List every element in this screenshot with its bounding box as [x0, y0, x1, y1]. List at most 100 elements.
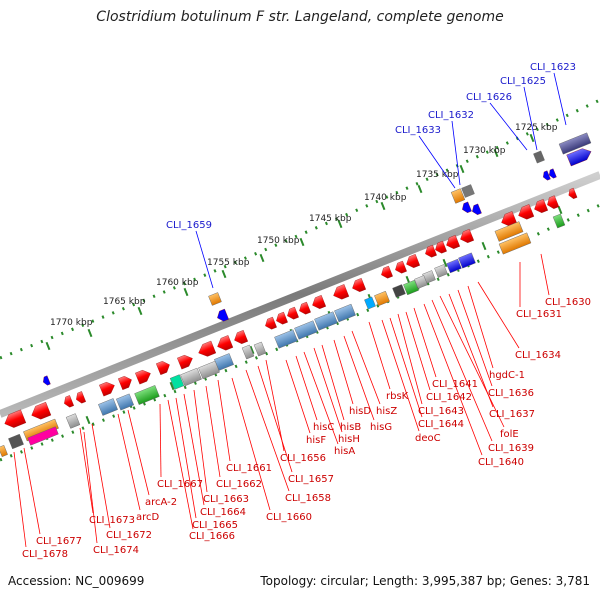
leader-line	[285, 359, 311, 434]
gene-box	[450, 188, 466, 204]
gene-label-red: CLI_1631	[516, 309, 562, 320]
leader-line	[245, 369, 290, 492]
gene-arrow-red	[99, 382, 115, 397]
gene-label-red: hisF	[306, 435, 326, 446]
leader-line	[418, 135, 456, 189]
gene-box	[274, 329, 298, 349]
gene-arrow-red	[534, 198, 549, 213]
gene-arrow-red	[395, 260, 407, 274]
gene-label-red: CLI_1661	[226, 463, 272, 474]
gene-box	[180, 367, 202, 387]
gene-box	[334, 303, 356, 323]
leader-line	[321, 344, 345, 421]
gene-arrow-red	[406, 253, 421, 268]
tick-label: 1750 kbp	[257, 236, 300, 246]
leader-line	[79, 427, 94, 514]
leader-line	[159, 403, 162, 478]
gene-label-red: CLI_1634	[515, 350, 561, 361]
gene-arrow-red	[64, 395, 74, 408]
gene-box	[458, 252, 476, 269]
tick-mark	[221, 269, 227, 279]
gene-label-red: CLI_1637	[489, 409, 535, 420]
leader-line	[183, 393, 205, 506]
tick-tracks	[0, 98, 600, 462]
gene-label-blue: CLI_1633	[395, 125, 441, 136]
tick-mark	[493, 148, 499, 158]
gene-label-red: CLI_1644	[418, 419, 464, 430]
leader-line	[167, 399, 194, 530]
tick-mark	[442, 258, 448, 268]
gene-label-red: CLI_1663	[203, 494, 249, 505]
gene-label-red: CLI_1672	[106, 530, 152, 541]
gene-label-red: folE	[500, 429, 519, 440]
gene-box	[558, 132, 592, 155]
leader-line	[477, 281, 520, 349]
leader-line	[448, 293, 494, 408]
gene-label-red: rbsK	[386, 391, 409, 402]
leader-line	[313, 347, 343, 433]
gene-arrow-blue	[217, 308, 229, 322]
leader-line	[205, 385, 221, 478]
leader-line	[368, 321, 391, 390]
gene-arrow-red	[352, 277, 367, 292]
gene-label-red: CLI_1656	[280, 453, 326, 464]
gene-label-red: hisG	[370, 422, 392, 433]
tick-mark	[529, 133, 535, 143]
gene-box	[0, 444, 8, 458]
gene-arrow-blue	[549, 168, 557, 179]
leader-line	[295, 355, 318, 421]
leader-line	[265, 359, 285, 452]
gene-arrow-red	[299, 301, 311, 315]
gene-box	[434, 264, 448, 278]
gene-box	[498, 232, 532, 255]
genome-backbone	[0, 171, 600, 418]
gene-label-red: CLI_1667	[157, 479, 203, 490]
gene-arrow-red	[155, 361, 170, 376]
gene-arrow-red	[177, 355, 193, 370]
leader-line	[451, 120, 461, 186]
tick-mark	[137, 306, 143, 316]
gene-label-red: CLI_1657	[288, 474, 334, 485]
gene-label-red: hisZ	[376, 406, 397, 417]
gene-label-blue: CLI_1659	[166, 220, 212, 231]
gene-label-red: CLI_1636	[488, 388, 534, 399]
gene-label-red: CLI_1660	[266, 512, 312, 523]
leader-line	[217, 379, 231, 462]
gene-arrow-blue	[43, 375, 51, 386]
leader-line	[333, 339, 354, 405]
gene-box	[294, 320, 318, 340]
leader-line	[431, 299, 493, 442]
gene-box	[446, 258, 462, 274]
tick-mark	[169, 381, 175, 391]
gene-arrow-red	[446, 234, 461, 249]
tick-label: 1755 kbp	[207, 258, 250, 268]
leader-line	[389, 317, 423, 418]
gene-label-red: CLI_1642	[426, 392, 472, 403]
tick-mark	[405, 275, 411, 285]
tick-mark	[85, 415, 91, 425]
leader-line	[553, 72, 567, 126]
topology-label: Topology: circular; Length: 3,995,387 bp…	[260, 574, 590, 588]
gene-label-red: CLI_1664	[200, 507, 246, 518]
gene-label-red: CLI_1678	[22, 549, 68, 560]
leader-line	[413, 307, 437, 378]
gene-label-red: CLI_1639	[488, 443, 534, 454]
gene-label-blue: CLI_1632	[428, 110, 474, 121]
label-leaders	[13, 72, 567, 548]
gene-box	[241, 344, 255, 360]
gene-arrow-red	[265, 316, 277, 330]
gene-label-blue: CLI_1623	[530, 62, 576, 73]
tick-mark	[87, 328, 93, 338]
gene-arrow-red	[381, 265, 393, 279]
leader-line	[405, 311, 431, 391]
map-title: Clostridium botulinum F str. Langeland, …	[96, 9, 504, 25]
gene-box	[392, 284, 406, 298]
gene-arrow-red	[117, 376, 132, 391]
leader-line	[175, 397, 197, 519]
gene-label-red: hgdC-1	[489, 370, 525, 381]
tick-label: 1760 kbp	[156, 278, 199, 288]
leader-line	[257, 365, 293, 473]
gene-box	[134, 385, 160, 405]
gene-label-red: CLI_1641	[432, 379, 478, 390]
gene-label-red: CLI_1643	[418, 406, 464, 417]
